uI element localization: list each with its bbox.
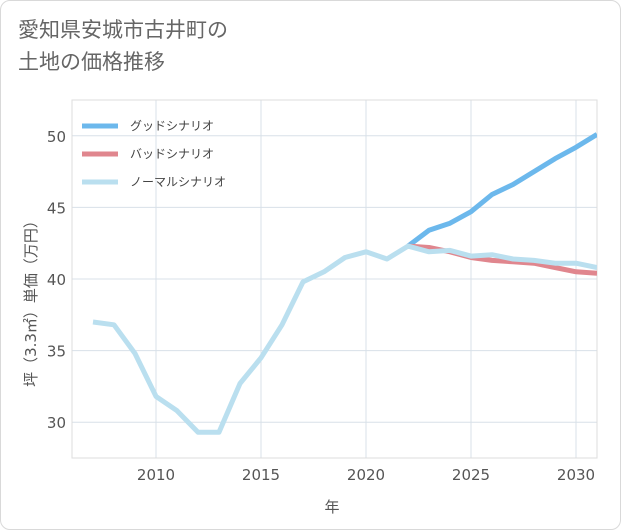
x-tick-label: 2020 (347, 466, 385, 484)
chart-title-line-1: 愛知県安城市古井町の (18, 18, 228, 42)
x-tick-label: 2025 (452, 466, 490, 484)
x-tick-labels: 2010 2015 2020 2025 2030 (137, 466, 595, 484)
series-line-3 (92, 243, 597, 435)
x-tick-label: 2015 (242, 466, 280, 484)
x-tick-label: 2030 (557, 466, 595, 484)
y-tick-labels: 30 35 40 45 50 (47, 128, 66, 432)
x-tick-label: 2010 (137, 466, 175, 484)
series-lines (92, 132, 597, 435)
legend-label: バッドシナリオ (130, 147, 214, 161)
chart-title: 愛知県安城市古井町の 土地の価格推移 (18, 14, 228, 78)
y-tick-label: 45 (47, 199, 66, 217)
y-tick-label: 30 (47, 414, 66, 432)
x-axis-title: 年 (324, 498, 339, 516)
plot-area (71, 99, 598, 459)
y-tick-label: 40 (47, 271, 66, 289)
y-tick-label: 35 (47, 343, 66, 361)
y-tick-label: 50 (47, 128, 66, 146)
legend-label: グッドシナリオ (130, 119, 214, 133)
chart-title-line-2: 土地の価格推移 (18, 50, 165, 74)
legend-label: ノーマルシナリオ (130, 175, 226, 189)
y-axis-title: 坪（3.3㎡）単価（万円） (22, 213, 40, 387)
series-line-1 (406, 132, 597, 249)
grid-lines (72, 100, 597, 458)
